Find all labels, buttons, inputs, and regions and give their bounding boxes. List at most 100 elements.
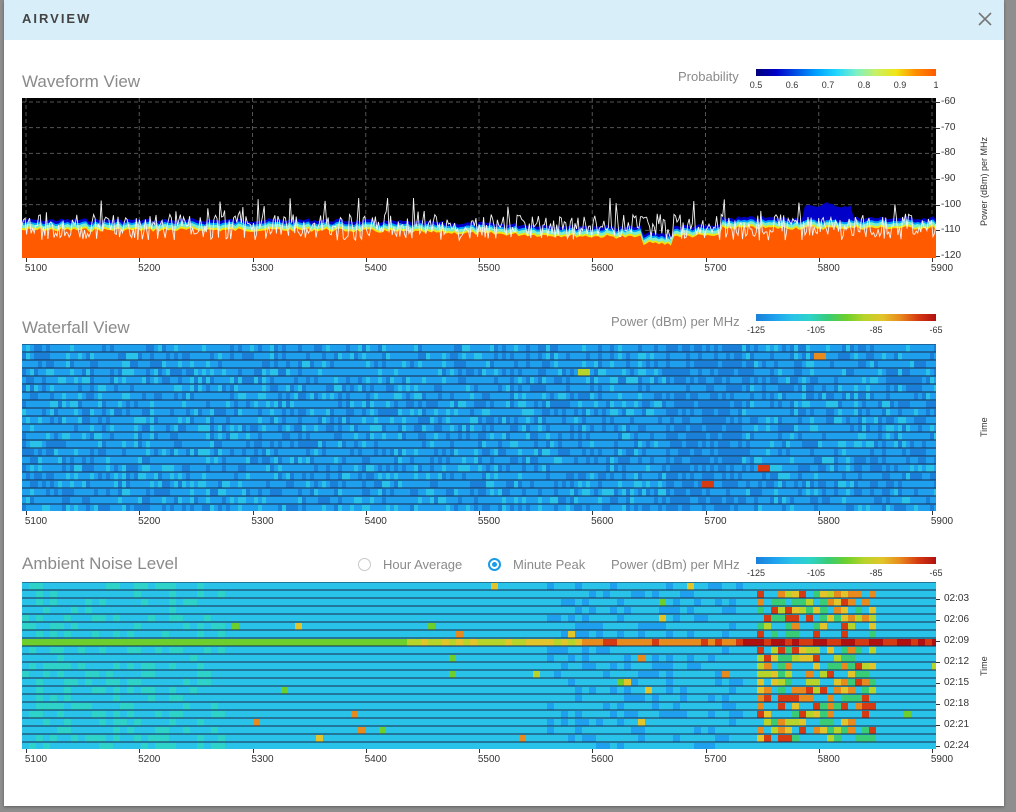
heatmap-cell — [182, 449, 187, 456]
heatmap-cell — [798, 409, 803, 416]
heatmap-cell — [30, 505, 35, 511]
heatmap-cell — [362, 377, 367, 384]
heatmap-cell — [914, 369, 919, 376]
heatmap-cell — [846, 473, 851, 480]
heatmap-cell — [254, 441, 259, 448]
heatmap-cell — [514, 457, 519, 464]
heatmap-cell — [634, 385, 639, 392]
heatmap-cell — [586, 473, 591, 480]
heatmap-cell — [702, 441, 707, 448]
heatmap-cell — [574, 369, 579, 376]
heatmap-cell — [34, 465, 39, 472]
heatmap-cell — [390, 377, 395, 384]
heatmap-cell — [678, 409, 683, 416]
heatmap-cell — [734, 465, 739, 472]
heatmap-cell — [714, 505, 719, 511]
heatmap-cell — [474, 385, 479, 392]
heatmap-cell — [518, 465, 523, 472]
heatmap-cell — [822, 393, 827, 400]
heatmap-cell — [850, 377, 855, 384]
heatmap-cell — [122, 481, 127, 488]
heatmap-cell — [538, 393, 543, 400]
heatmap-cell — [798, 473, 803, 480]
heatmap-cell — [790, 449, 795, 456]
heatmap-cell — [734, 417, 739, 424]
heatmap-cell — [830, 401, 835, 408]
heatmap-cell — [342, 385, 347, 392]
heatmap-cell — [850, 441, 855, 448]
heatmap-cell — [706, 409, 711, 416]
heatmap-cell — [534, 401, 539, 408]
hour-average-radio[interactable]: Hour Average — [358, 557, 462, 572]
heatmap-cell — [918, 505, 923, 511]
heatmap-cell — [726, 441, 731, 448]
heatmap-cell — [286, 449, 291, 456]
heatmap-cell — [530, 489, 535, 496]
heatmap-cell — [870, 361, 875, 368]
heatmap-cell — [58, 481, 63, 488]
heatmap-cell — [298, 465, 303, 472]
heatmap-cell — [442, 377, 447, 384]
heatmap-cell — [206, 465, 211, 472]
heatmap-cell — [586, 497, 591, 504]
heatmap-cell — [146, 393, 151, 400]
heatmap-cell — [398, 353, 403, 360]
heatmap-cell — [198, 385, 203, 392]
heatmap-cell — [922, 393, 927, 400]
heatmap-cell — [146, 385, 151, 392]
heatmap-cell — [346, 361, 351, 368]
heatmap-cell — [498, 369, 503, 376]
close-icon[interactable] — [974, 8, 996, 30]
heatmap-cell — [326, 505, 331, 511]
heatmap-cell — [814, 353, 819, 360]
heatmap-cell — [170, 377, 175, 384]
heatmap-cell — [22, 473, 27, 480]
heatmap-cell — [378, 457, 383, 464]
heatmap-cell — [522, 353, 527, 360]
heatmap-cell — [922, 481, 927, 488]
heatmap-cell — [154, 369, 159, 376]
heatmap-cell — [746, 433, 751, 440]
heatmap-cell — [570, 449, 575, 456]
heatmap-cell — [746, 505, 751, 511]
heatmap-cell — [190, 353, 195, 360]
heatmap-cell — [722, 497, 727, 504]
airview-dialog: AIRVIEW Waveform View Probability 0.5 0.6… — [4, 0, 1004, 806]
heatmap-cell — [50, 497, 55, 504]
heatmap-cell — [710, 457, 715, 464]
heatmap-cell — [846, 457, 851, 464]
heatmap-cell — [706, 505, 711, 511]
heatmap-cell — [106, 473, 111, 480]
heatmap-cell — [342, 417, 347, 424]
heatmap-cell — [898, 401, 903, 408]
heatmap-cell — [894, 385, 899, 392]
heatmap-cell — [834, 505, 839, 511]
heatmap-cell — [766, 497, 771, 504]
heatmap-cell — [486, 369, 491, 376]
heatmap-cell — [526, 489, 531, 496]
heatmap-cell — [390, 489, 395, 496]
heatmap-cell — [42, 505, 47, 511]
heatmap-cell — [526, 417, 531, 424]
heatmap-cell — [818, 497, 823, 504]
heatmap-cell — [202, 481, 207, 488]
heatmap-cell — [794, 417, 799, 424]
heatmap-cell — [486, 473, 491, 480]
heatmap-cell — [86, 385, 91, 392]
heatmap-cell — [94, 401, 99, 408]
heatmap-cell — [182, 457, 187, 464]
heatmap-cell — [766, 441, 771, 448]
heatmap-cell — [466, 425, 471, 432]
heatmap-cell — [458, 369, 463, 376]
heatmap-cell — [38, 505, 43, 511]
heatmap-cell — [246, 393, 251, 400]
heatmap-cell — [758, 449, 763, 456]
heatmap-cell — [386, 393, 391, 400]
heatmap-cell — [358, 377, 363, 384]
heatmap-cell — [42, 473, 47, 480]
heatmap-cell — [386, 369, 391, 376]
minute-peak-radio[interactable]: Minute Peak — [488, 557, 585, 572]
heatmap-cell — [410, 417, 415, 424]
heatmap-cell — [770, 425, 775, 432]
heatmap-cell — [70, 385, 75, 392]
